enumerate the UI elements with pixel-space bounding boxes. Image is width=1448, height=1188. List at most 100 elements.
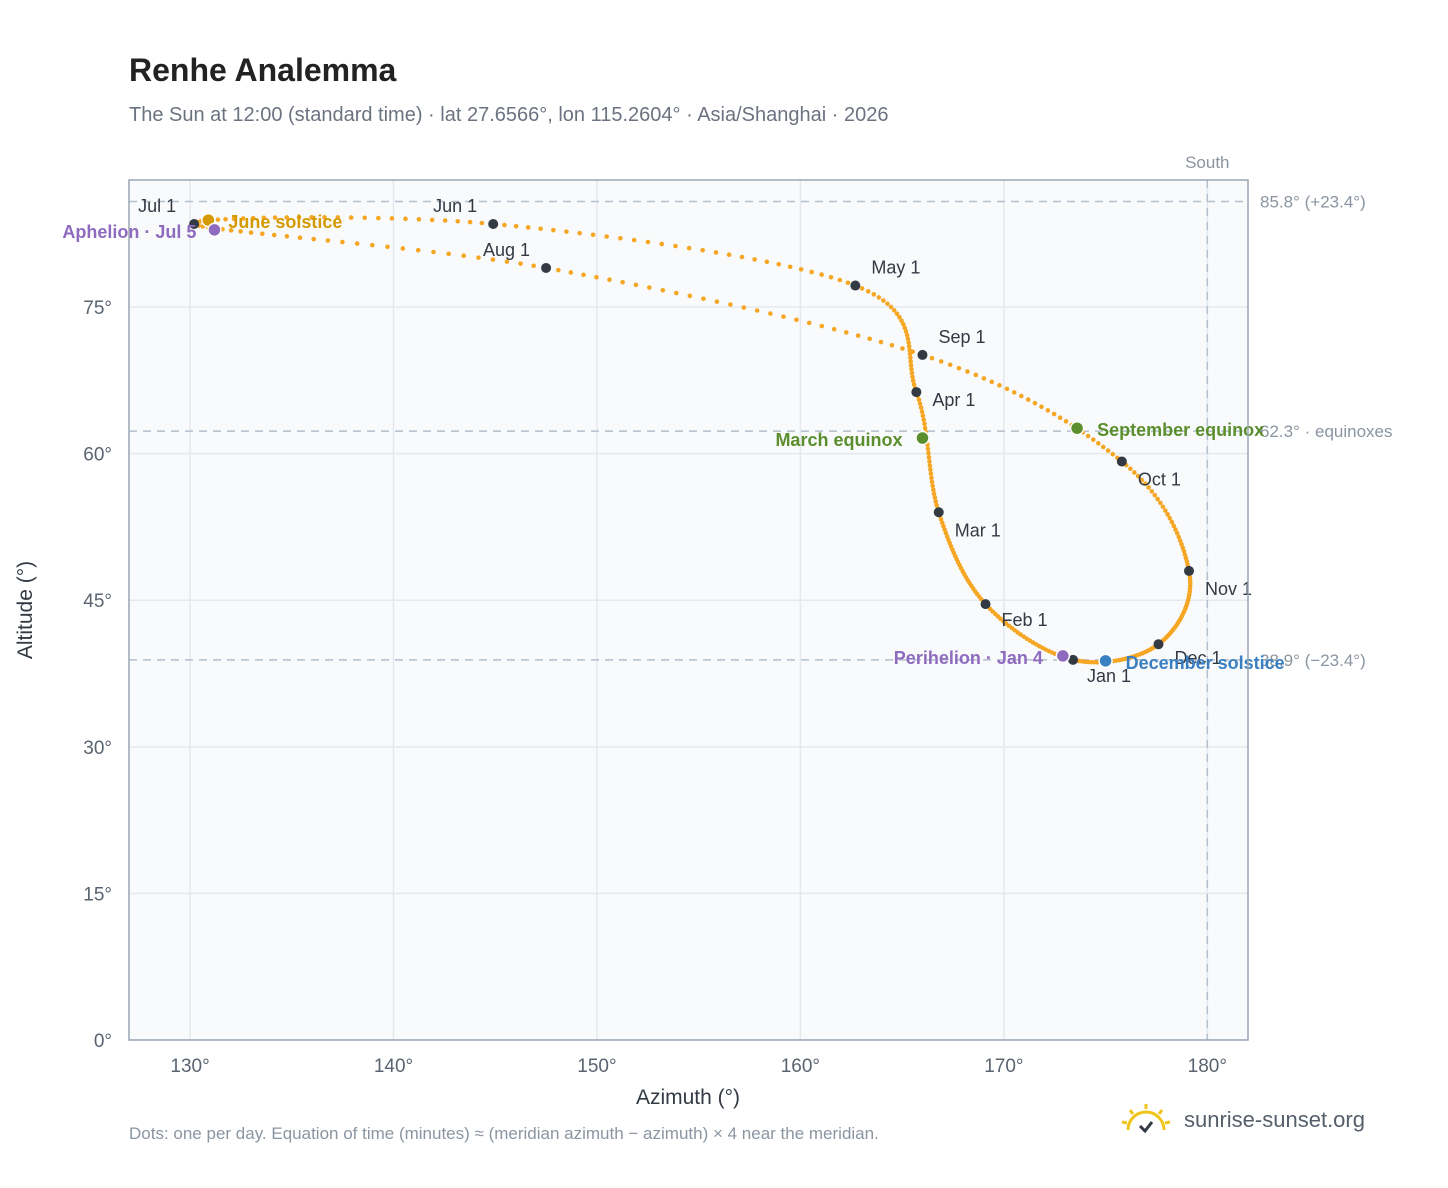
daily-dot (909, 370, 915, 376)
daily-dot (1090, 437, 1096, 442)
daily-dot (284, 234, 290, 239)
event-marker (915, 430, 930, 446)
daily-dot (831, 326, 837, 332)
daily-dot (927, 463, 933, 468)
daily-dot (240, 216, 246, 221)
daily-dot (845, 280, 851, 286)
event-marker (1055, 648, 1071, 664)
daily-dot (865, 289, 871, 294)
daily-dot (504, 259, 510, 264)
daily-dot (881, 298, 886, 303)
daily-dot (927, 459, 932, 464)
daily-dot (855, 333, 861, 338)
daily-dot (416, 217, 422, 222)
daily-dot (1158, 500, 1163, 506)
event-label: June solstice (228, 212, 342, 232)
daily-dot (1152, 492, 1158, 498)
x-axis-label: Azimuth (°) (636, 1086, 740, 1109)
daily-dot (1057, 415, 1063, 420)
daily-dot (455, 218, 461, 224)
daily-dot (223, 216, 228, 222)
daily-dot (1163, 508, 1168, 513)
daily-dot (260, 231, 265, 237)
daily-dot (902, 325, 908, 331)
daily-dot (1004, 386, 1010, 392)
daily-dot (939, 520, 945, 526)
meridian-label: South (1185, 153, 1229, 172)
daily-dot (794, 317, 799, 323)
daily-dot (903, 329, 909, 334)
daily-dot (309, 215, 314, 220)
daily-dot (538, 226, 543, 232)
daily-dot (1128, 466, 1133, 472)
brand[interactable]: sunrise-sunset.org (1120, 1102, 1365, 1138)
axis-ticks: 130° 140° 150° 160° 170° 180° 0° 15° 30° 45° 60° 75… (83, 298, 1227, 1077)
daily-dot (531, 263, 536, 269)
daily-dot (1096, 441, 1101, 446)
month-label: Apr 1 (932, 390, 975, 410)
daily-dot (403, 216, 408, 222)
daily-dot (819, 272, 824, 277)
footnote: Dots: one per day. Equation of time (min… (129, 1124, 879, 1143)
daily-dot (997, 383, 1002, 388)
daily-dot (871, 292, 877, 297)
reference-lines: 85.8° (+23.4°) 62.3° · equinoxes 38.9° (−2… (129, 153, 1393, 1040)
daily-dot (911, 382, 917, 387)
daily-dot (926, 450, 931, 456)
daily-dot (618, 235, 623, 241)
daily-dot (568, 270, 574, 275)
daily-dot (261, 215, 267, 221)
daily-dot (910, 349, 915, 355)
daily-dot (930, 483, 935, 489)
daily-dot (513, 223, 519, 229)
daily-dot (798, 267, 804, 272)
month-label: Jul 1 (138, 196, 176, 216)
daily-dot (518, 261, 523, 266)
y-tick-label: 60° (83, 445, 112, 466)
daily-dot (1173, 527, 1178, 532)
daily-dot (929, 479, 935, 485)
daily-dot (932, 495, 938, 500)
month-label: Oct 1 (1138, 469, 1181, 489)
daily-dot (867, 336, 873, 342)
daily-dot (809, 269, 814, 275)
daily-dot (931, 491, 937, 497)
month-marker (1116, 456, 1127, 467)
month-marker (850, 280, 861, 291)
month-marker (1183, 565, 1194, 576)
daily-dot (938, 359, 944, 364)
daily-dot (878, 339, 884, 345)
daily-dot (922, 425, 928, 431)
daily-dot (828, 274, 834, 280)
month-marker (541, 262, 552, 273)
x-tick-label: 130° (170, 1056, 209, 1077)
daily-dot (934, 502, 939, 508)
daily-dot (920, 413, 926, 418)
month-marker (1153, 639, 1164, 650)
y-tick-label: 0° (94, 1031, 112, 1052)
daily-dot (981, 376, 987, 381)
event-label: September equinox (1097, 420, 1264, 440)
reference-line-label: 38.9° (−23.4°) (1260, 651, 1366, 670)
daily-dot (429, 217, 435, 223)
daily-dot (325, 238, 331, 243)
daily-dot (1160, 504, 1166, 510)
month-label: Aug 1 (483, 240, 530, 260)
x-tick-label: 150° (577, 1056, 616, 1077)
daily-dot (1143, 481, 1148, 487)
daily-dot (564, 229, 569, 234)
daily-dot (700, 247, 705, 253)
daily-dot (660, 287, 666, 293)
daily-dot (659, 241, 665, 247)
daily-dot (938, 516, 944, 522)
daily-dot (897, 314, 902, 320)
daily-dot (888, 304, 894, 310)
month-label: Feb 1 (1002, 610, 1048, 630)
daily-dot (248, 230, 254, 235)
daily-dot (916, 397, 922, 403)
daily-dot (340, 239, 345, 245)
event-marker (1069, 420, 1085, 436)
daily-dot (581, 272, 586, 278)
daily-dot (889, 342, 895, 348)
plot-frame (128, 179, 1249, 1041)
